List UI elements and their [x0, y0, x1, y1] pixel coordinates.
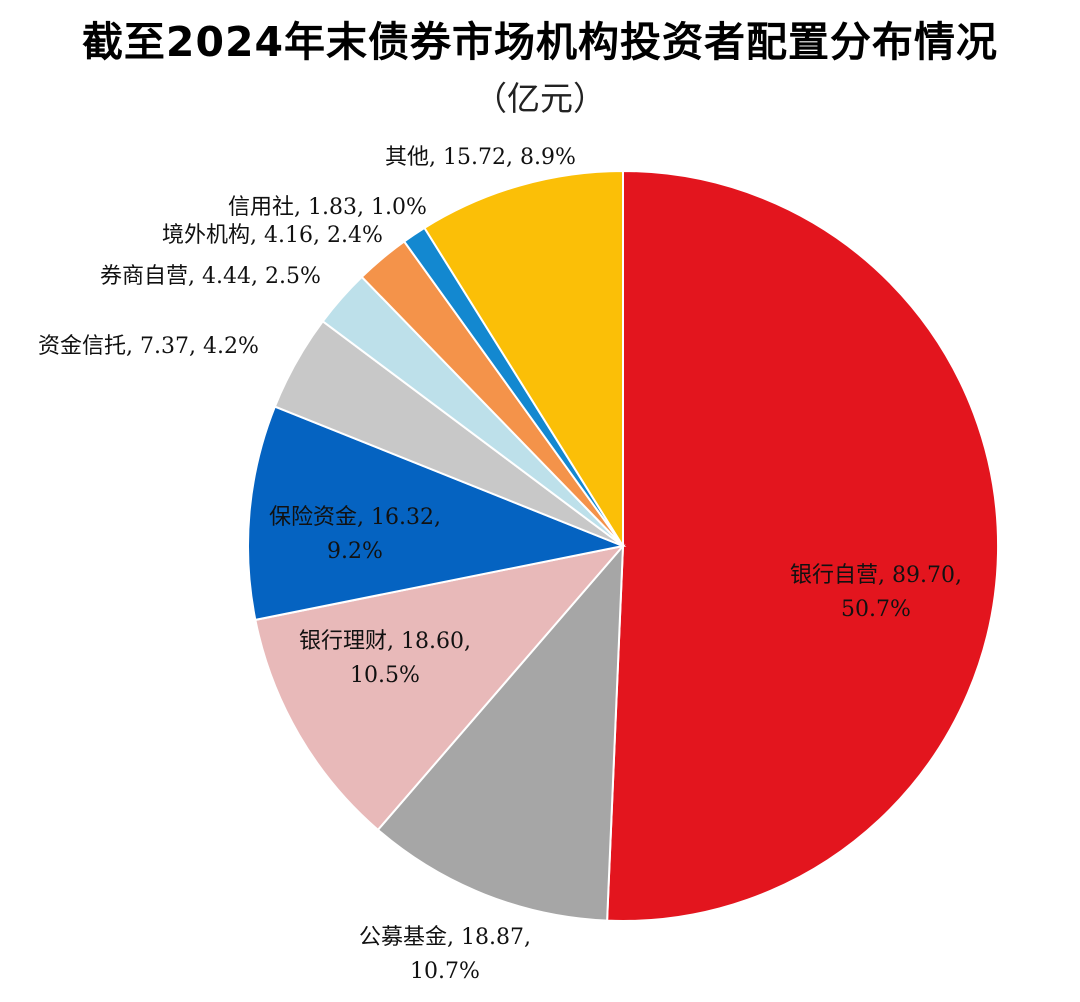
slice-label-line: 信用社, 1.83, 1.0% [228, 195, 427, 220]
chart-title: 截至2024年末债券市场机构投资者配置分布情况 [81, 18, 999, 66]
slice-label: 其他, 15.72, 8.9% [385, 145, 576, 170]
pie-slice [423, 169, 624, 550]
slice-label: 保险资金, 16.32, 9.2% [269, 505, 441, 564]
slice-label: 资金信托, 7.37, 4.2% [38, 334, 259, 359]
slice-label: 境外机构, 4.16, 2.4% [162, 223, 383, 248]
pie-slice [254, 544, 626, 832]
slice-label-line: 公募基金, 18.87, [359, 925, 531, 950]
slice-label-percent: 50.7% [841, 597, 911, 622]
slice-label-percent: 10.7% [410, 959, 480, 984]
pie-slice [376, 543, 625, 922]
pie-slice [606, 169, 999, 922]
slice-label-line: 银行自营, 89.70, [790, 563, 962, 588]
slice-label: 银行自营, 89.70, 50.7% [790, 563, 962, 622]
slice-label-line: 保险资金, 16.32, [269, 505, 441, 530]
slice-label-line: 资金信托, 7.37, 4.2% [38, 334, 259, 359]
slice-label: 信用社, 1.83, 1.0% [228, 195, 427, 220]
slice-label-line: 银行理财, 18.60, [299, 629, 471, 654]
chart-subtitle: （亿元） [474, 79, 606, 118]
pie-labels: 银行自营, 89.70, 50.7% 公募基金, 18.87, 10.7% 银行理财, … [38, 145, 962, 984]
pie-slice [247, 405, 627, 622]
slice-label-line: 其他, 15.72, 8.9% [385, 145, 576, 170]
slice-label: 券商自营, 4.44, 2.5% [100, 264, 321, 289]
slice-label-line: 境外机构, 4.16, 2.4% [162, 223, 383, 248]
slice-label: 公募基金, 18.87, 10.7% [359, 925, 531, 984]
slice-label-line: 券商自营, 4.44, 2.5% [100, 264, 321, 289]
pie-slices [247, 169, 999, 922]
slice-label-percent: 9.2% [327, 539, 383, 564]
slice-label-percent: 10.5% [350, 663, 420, 688]
slice-label: 银行理财, 18.60, 10.5% [299, 629, 471, 688]
